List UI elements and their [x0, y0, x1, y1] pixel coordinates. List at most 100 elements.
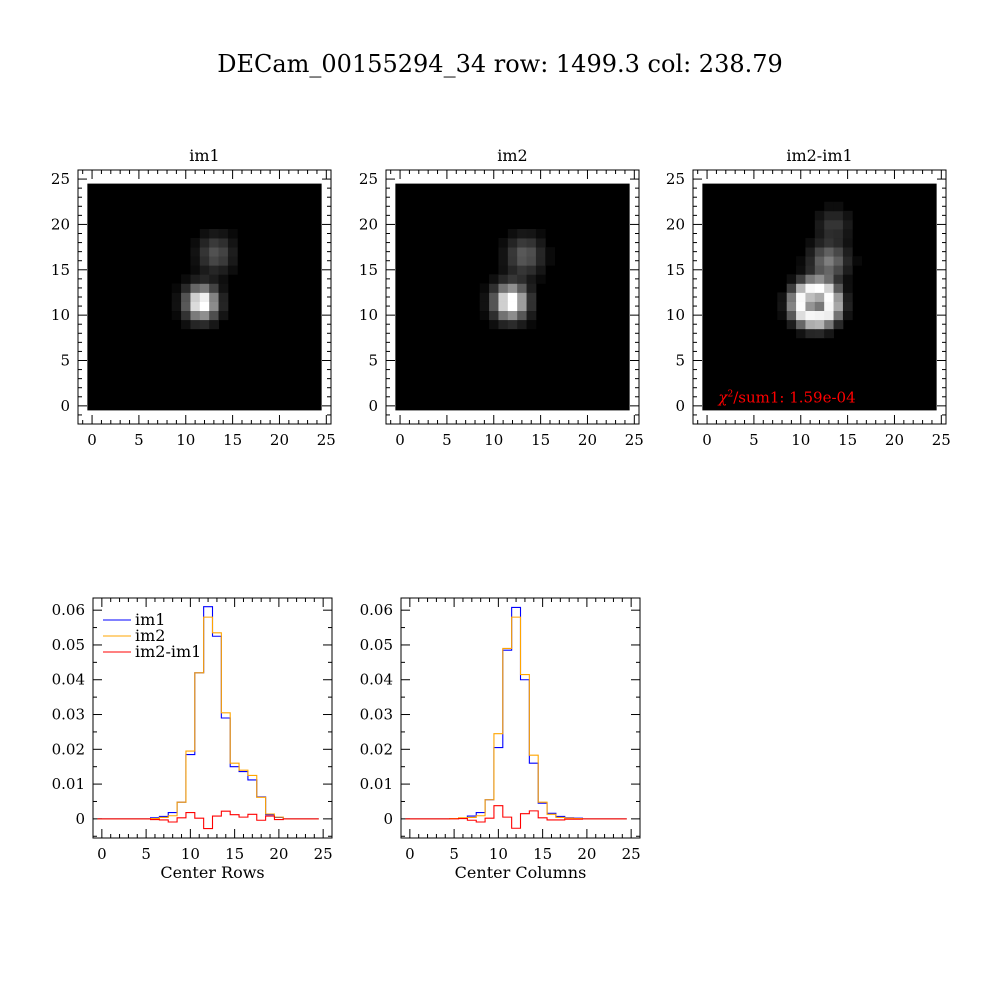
image-pixel — [814, 292, 825, 302]
image-pixel — [535, 238, 546, 248]
image-pixel — [833, 301, 844, 312]
image-pixel — [824, 201, 834, 212]
y-tick-label: 0.05 — [52, 636, 85, 654]
series-im2-line — [405, 616, 627, 820]
image-pixel — [842, 301, 853, 312]
image-pixel — [805, 283, 816, 293]
image-pixel — [498, 247, 509, 257]
axes-image-3: 0 5 10 15 20 25 0 5 10 15 20 25 im2-im1 χ2/sum1: 1.59… — [666, 146, 951, 449]
image-pixel — [824, 283, 834, 293]
image-pixel — [199, 228, 210, 239]
x-tick-label: 5 — [449, 845, 459, 863]
image-pixel — [833, 292, 844, 302]
image-pixel — [209, 265, 219, 275]
x-axis-label: Center Columns — [455, 863, 587, 882]
x-tick-label: 20 — [270, 431, 289, 449]
image-pixel — [842, 210, 853, 221]
image-pixel — [814, 256, 825, 266]
image-pixel — [209, 247, 219, 257]
image-pixel — [489, 310, 499, 321]
image-pixel — [842, 292, 853, 302]
y-tick-label: 20 — [51, 215, 70, 233]
image-pixel — [181, 301, 191, 312]
image-pixel — [526, 319, 537, 330]
series-im1-line — [405, 606, 627, 820]
image-pixel — [190, 292, 201, 302]
image-pixel — [777, 310, 788, 321]
image-pixel — [517, 292, 527, 302]
image-pixel — [833, 256, 844, 266]
image-pixel — [796, 283, 806, 293]
image-pixel — [507, 319, 518, 330]
x-tick-label: 15 — [225, 845, 244, 863]
image-pixel — [786, 274, 797, 284]
image-pixel — [786, 283, 797, 293]
x-tick-label: 25 — [932, 431, 951, 449]
image-pixel — [507, 228, 518, 239]
image-pixel — [479, 301, 490, 312]
image-pixel — [777, 301, 788, 312]
image-pixel — [796, 256, 806, 266]
x-tick-label: 15 — [533, 845, 552, 863]
image-pixel — [526, 247, 537, 257]
image-pixel — [526, 238, 537, 248]
image-pixel — [517, 319, 527, 330]
image-pixel — [489, 292, 499, 302]
image-pixel — [814, 274, 825, 284]
image-pixel — [181, 283, 191, 293]
image-pixel — [517, 238, 527, 248]
image-pixel — [479, 283, 490, 293]
image-pixel — [526, 274, 537, 284]
image-pixel — [489, 301, 499, 312]
image-pixel — [218, 256, 229, 266]
image-pixel — [209, 310, 219, 321]
image-pixel — [517, 228, 527, 239]
image-pixel — [171, 301, 182, 312]
image-pixel — [833, 219, 844, 230]
image-pixel — [526, 283, 537, 293]
axes-frame-top — [385, 169, 640, 425]
image-pixel — [517, 283, 527, 293]
image-pixel — [489, 319, 499, 330]
image-pixel — [796, 328, 806, 339]
image-pixel — [833, 319, 844, 330]
image-pixel — [814, 210, 825, 221]
image-pixel — [479, 310, 490, 321]
legend-label-im2: im2 — [135, 626, 165, 645]
legend-label-im2-im1: im2-im1 — [135, 642, 201, 661]
image-pixel — [209, 256, 219, 266]
image-pixel — [199, 310, 210, 321]
image-pixel — [833, 210, 844, 221]
image-pixel — [227, 228, 238, 239]
chi-label: /sum1: — [733, 388, 784, 406]
x-axis-label: Center Rows — [160, 863, 264, 882]
image-pixel — [181, 310, 191, 321]
image-pixel — [171, 283, 182, 293]
image-pixel — [833, 228, 844, 239]
image-pixel — [814, 283, 825, 293]
x-tick-label: 25 — [317, 431, 336, 449]
image-pixel — [842, 310, 853, 321]
image-pixel — [814, 310, 825, 321]
image-pixel — [824, 219, 834, 230]
y-tick-label: 0.04 — [360, 671, 393, 689]
image-pixel — [814, 238, 825, 248]
image-pixel — [498, 319, 509, 330]
image-pixel — [517, 247, 527, 257]
x-tick-label: 15 — [838, 431, 857, 449]
image-pixel — [824, 265, 834, 275]
image-pixel — [218, 238, 229, 248]
x-tick-label: 0 — [702, 431, 712, 449]
x-tick-label: 10 — [176, 431, 195, 449]
x-tick-label: 15 — [223, 431, 242, 449]
y-tick-label: 0 — [75, 810, 85, 828]
figure-title: DECam_00155294_34 row: 1499.3 col: 238.7… — [217, 50, 783, 78]
x-tick-label: 5 — [141, 845, 151, 863]
y-tick-label: 0.05 — [360, 636, 393, 654]
image-pixel — [218, 265, 229, 275]
image-pixel — [190, 265, 201, 275]
image-pixel — [199, 247, 210, 257]
y-tick-label: 0.02 — [360, 740, 393, 758]
